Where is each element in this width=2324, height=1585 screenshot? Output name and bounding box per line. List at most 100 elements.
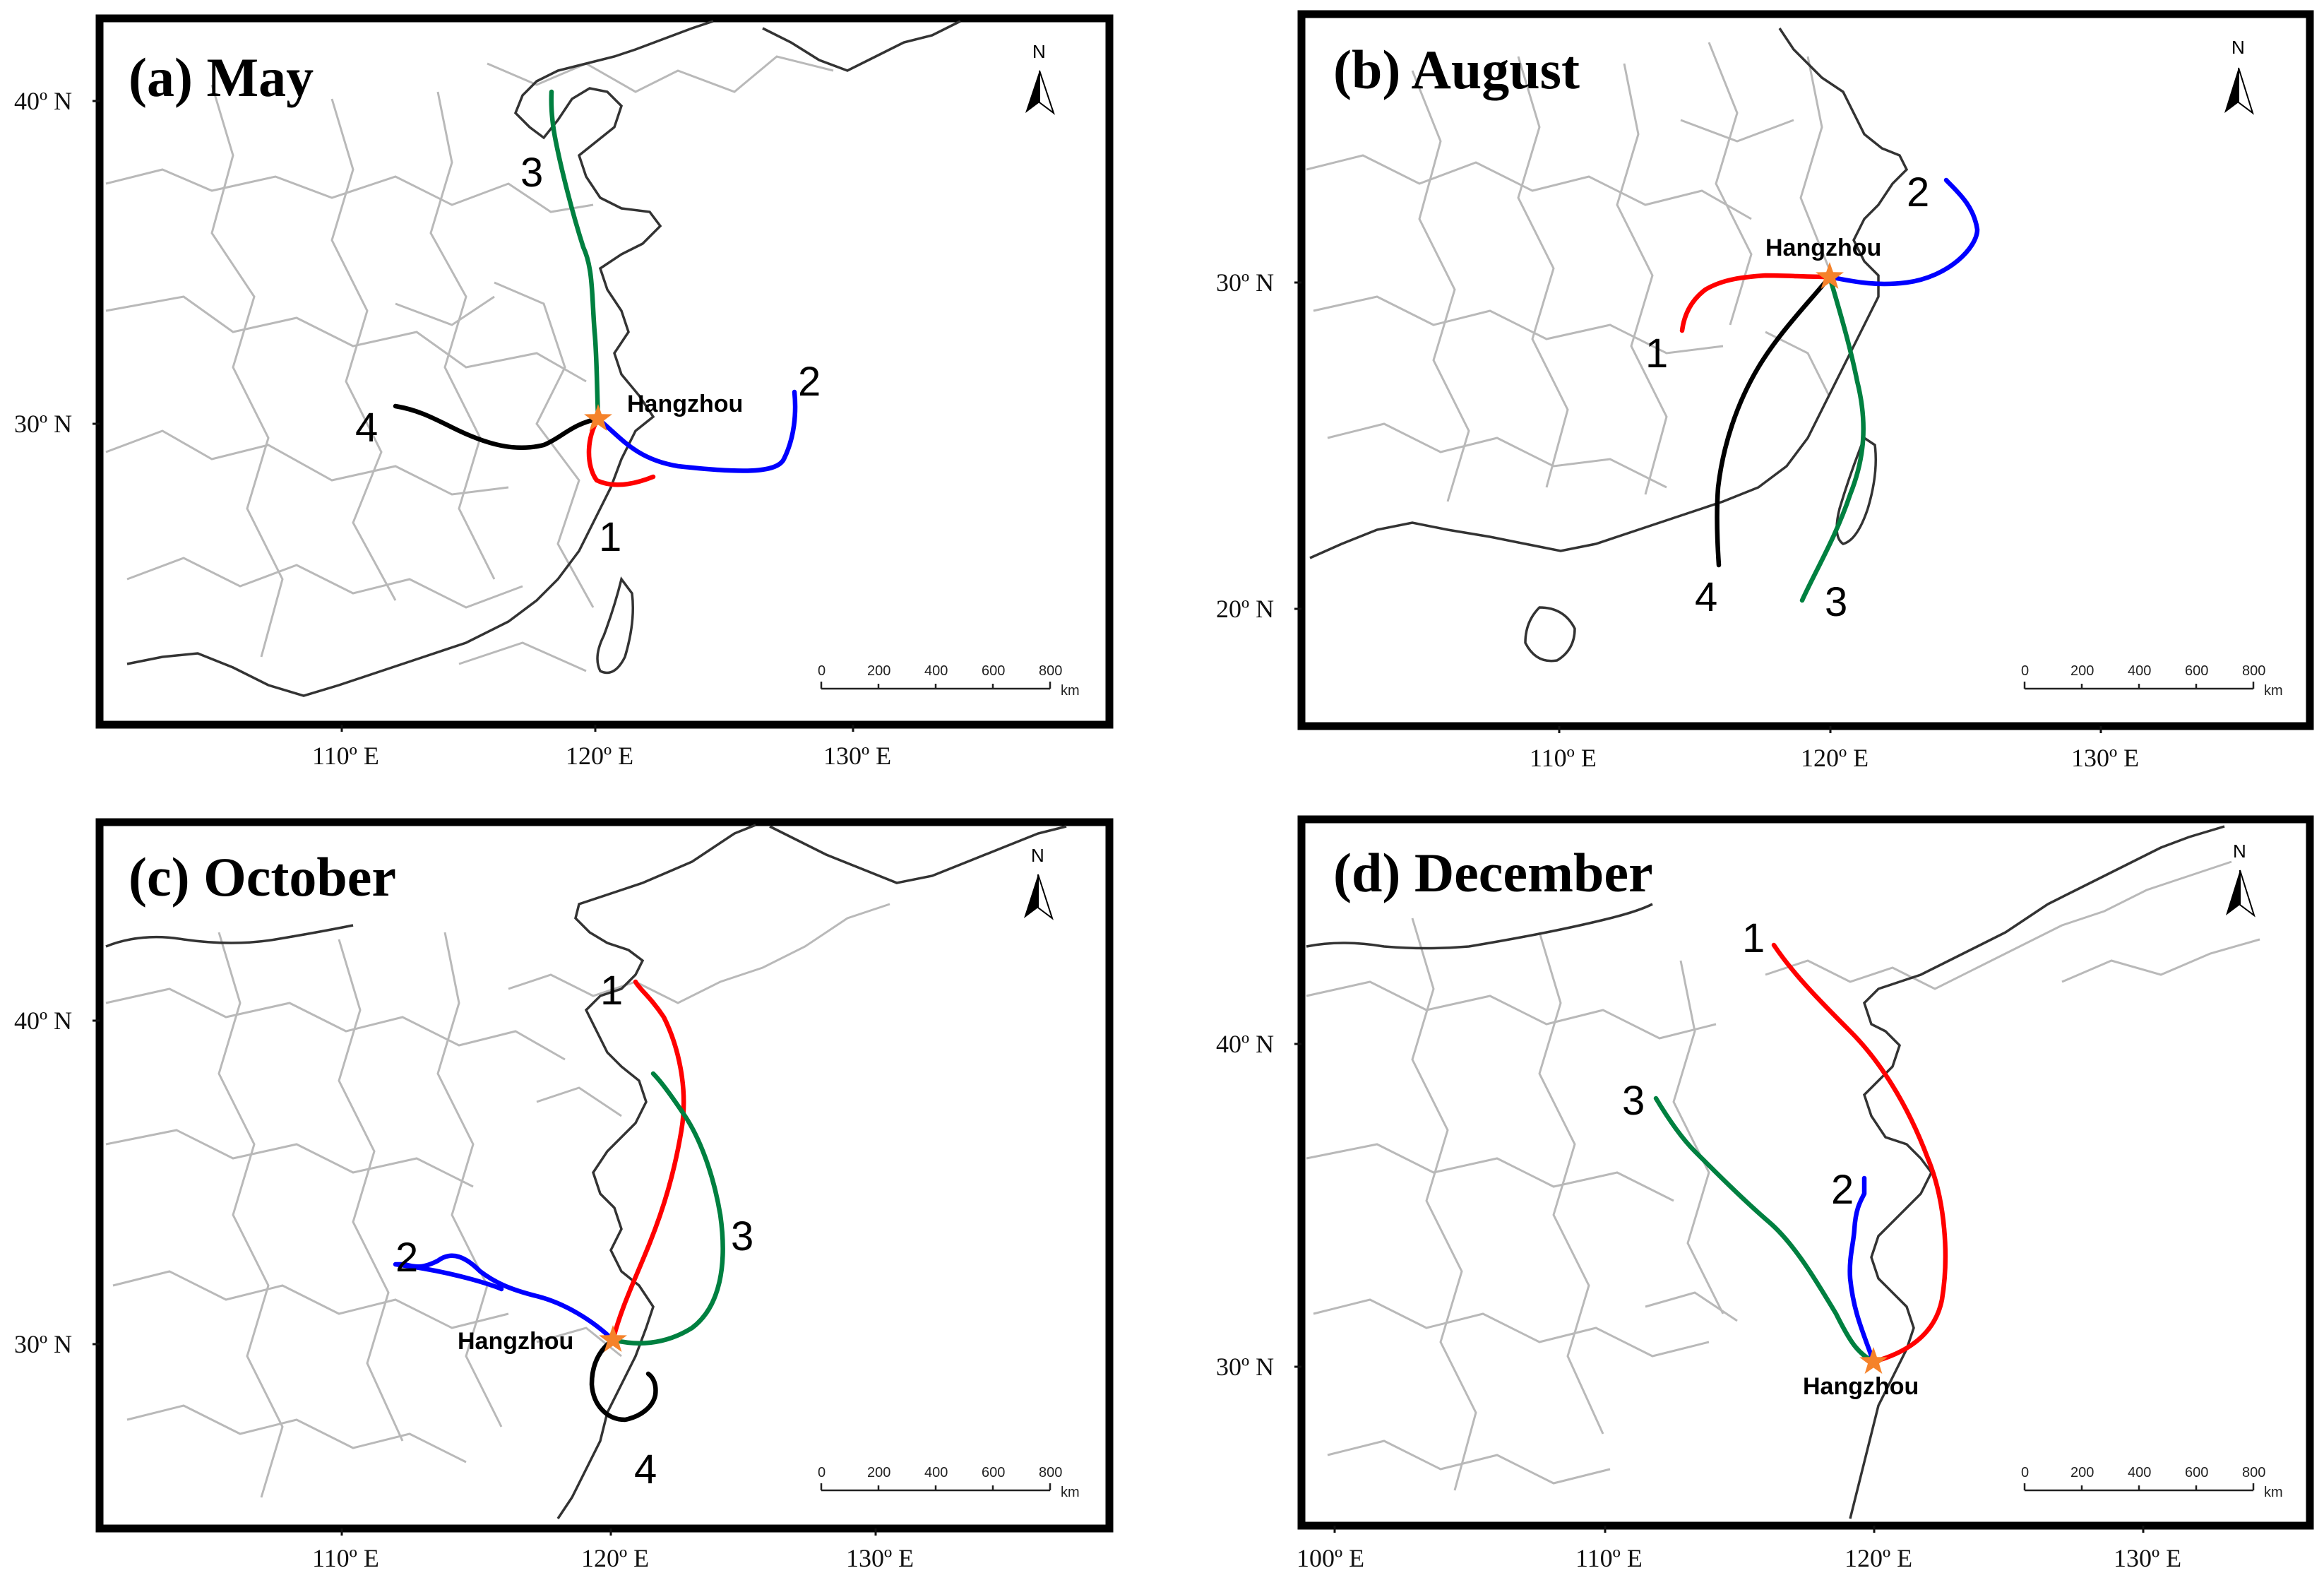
lon-axis: 110º E 120º E 130º E [312,1528,914,1572]
traj-label-2: 2 [1831,1167,1854,1213]
scale-tick: 600 [982,1465,1005,1480]
traj-label-3: 3 [731,1213,753,1259]
trajectory-2 [595,389,798,473]
trajectory-3 [1653,1096,1876,1365]
lon-label: 120º E [581,1544,649,1572]
traj-label-3: 3 [1622,1078,1645,1124]
trajectories [393,979,725,1423]
scale-tick: 200 [867,1465,890,1480]
trajectories [393,89,798,487]
city-label: Hangzhou [1765,235,1881,261]
lat-axis: 40º N 30º N [14,1007,100,1358]
trajectory-4 [393,403,601,451]
scale-tick: 600 [982,663,1005,679]
trajectory-3 [610,1071,725,1346]
north-arrow: N [2226,841,2256,918]
trajectory-1 [610,979,686,1343]
north-arrow: N [2224,37,2254,115]
traj-label-2: 2 [1907,170,1929,215]
north-arrow: N [1024,845,1054,920]
scale-tick: 0 [2021,1465,2029,1480]
scale-bar: 0 200 400 600 800 km [818,1465,1080,1500]
scale-tick: 400 [924,663,948,679]
city-label: Hangzhou [1803,1373,1919,1400]
coastline [105,824,1067,1519]
city-label: Hangzhou [458,1328,573,1355]
lon-axis: 110º E 120º E 130º E [1530,726,2139,772]
panel-title: (d) December [1333,842,1653,903]
panel-a-may: (a) May N 0 200 400 600 800 km Hangzhou … [14,14,1114,770]
north-label: N [2233,841,2246,862]
lat-axis: 30º N 20º N [1216,268,1301,623]
scale-tick: 800 [1039,1465,1062,1480]
lat-label: 40º N [14,87,72,115]
lat-label: 30º N [1216,1353,1274,1381]
trajectories [1679,177,1980,603]
lon-label: 110º E [1530,744,1597,772]
traj-label-1: 1 [600,968,623,1014]
scale-tick: 0 [2021,663,2029,679]
scale-tick: 400 [924,1465,948,1480]
lon-label: 120º E [1845,1544,1912,1572]
trajectory-4 [589,1337,658,1423]
panel-title: (c) October [129,846,396,908]
scale-tick: 400 [2128,663,2151,679]
scale-bar: 0 200 400 600 800 km [2021,1465,2283,1500]
lon-axis: 100º E 110º E 120º E 130º E [1297,1526,2181,1572]
traj-label-4: 4 [355,405,378,451]
lat-label: 40º N [1216,1030,1274,1058]
lon-label: 120º E [566,742,633,770]
trajectory-2 [393,1253,616,1343]
scale-tick: 800 [2242,663,2265,679]
scale-tick: 400 [2128,1465,2151,1480]
scale-unit: km [1061,1485,1080,1500]
lat-label: 30º N [1216,268,1274,297]
lat-axis: 40º N 30º N [14,87,100,438]
north-label: N [1031,845,1044,866]
trajectory-3 [549,89,601,422]
scale-bar: 0 200 400 600 800 km [818,663,1080,699]
lon-axis: 110º E 120º E 130º E [312,725,891,770]
city-label: Hangzhou [627,391,743,417]
lon-label: 120º E [1801,744,1869,772]
trajectory-1 [586,416,656,487]
lat-label: 40º N [14,1007,72,1035]
north-arrow-icon [2224,68,2239,113]
panel-b-august: (b) August N 0 200 400 600 800 km Hangzh… [1216,10,2314,772]
trajectory-4 [1715,274,1833,568]
scale-tick: 600 [2185,1465,2208,1480]
panel-title: (b) August [1333,39,1580,100]
scale-tick: 0 [818,663,826,679]
scale-tick: 200 [867,663,890,679]
scale-tick: 800 [1039,663,1062,679]
trajectory-2 [1847,1175,1876,1365]
map-frame [1297,815,2314,1530]
province-boundaries [105,903,890,1498]
scale-bar: 0 200 400 600 800 km [2021,663,2283,699]
traj-label-2: 2 [798,359,821,405]
lon-label: 130º E [2114,1544,2181,1572]
scale-tick: 200 [2070,1465,2094,1480]
lon-label: 110º E [1575,1544,1643,1572]
lon-label: 130º E [823,742,891,770]
lat-label: 20º N [1216,595,1274,623]
map-frame [1297,10,2314,730]
trajectories [1653,942,1948,1365]
scale-unit: km [1061,683,1080,699]
province-boundaries [105,55,834,672]
scale-tick: 800 [2242,1465,2265,1480]
panel-d-december: (d) December N 0 200 400 600 800 km Hang… [1216,815,2314,1572]
trajectory-2 [1827,177,1980,287]
traj-label-1: 1 [1645,331,1668,376]
panel-title: (a) May [129,47,314,108]
north-arrow-icon [2226,870,2240,915]
lon-label: 100º E [1297,1544,1364,1572]
lat-label: 30º N [14,410,72,438]
north-arrow-icon [1025,71,1039,113]
north-label: N [2231,37,2245,58]
province-boundaries [1306,860,2260,1491]
north-arrow-icon [1024,874,1038,918]
traj-label-3: 3 [1825,579,1847,625]
coastline [1309,28,1909,663]
